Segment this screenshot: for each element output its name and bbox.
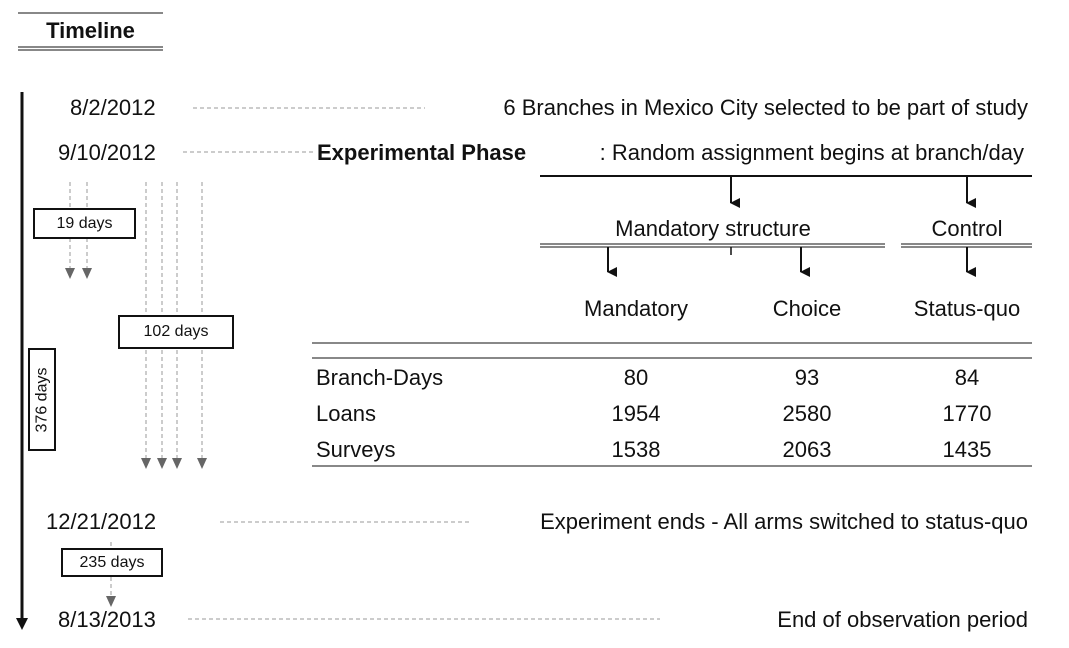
duration-235-days-label: 235 days [79, 553, 145, 571]
event-description-3: Experiment ends - All arms switched to s… [540, 509, 1028, 534]
timeline-axis-arrowhead [16, 618, 28, 630]
table-cell: 1435 [942, 437, 992, 462]
duration-235-days-box: 235 days [61, 548, 163, 577]
group-mandatory-structure: Mandatory structure [615, 216, 811, 241]
table-cell: 93 [794, 365, 820, 390]
arm-label-mandatory: Mandatory [584, 296, 688, 321]
table-row-label-loans: Loans [316, 401, 376, 426]
interval-102-days-arrowheads [141, 458, 207, 469]
arm-label-choice: Choice [772, 296, 842, 321]
table-cell: 1770 [942, 401, 992, 426]
table-row-label-branch-days: Branch-Days [316, 365, 444, 390]
event-date-2: 9/10/2012 [58, 140, 156, 165]
table-row-label-surveys: Surveys [316, 437, 396, 462]
table-cell: 1954 [611, 401, 661, 426]
table-cell: 2580 [782, 401, 832, 426]
table-cell: 2063 [782, 437, 832, 462]
arm-label-status-quo: Status-quo [913, 296, 1021, 321]
interval-102-days-arrows [145, 182, 203, 458]
event-description-1: 6 Branches in Mexico City selected to be… [503, 95, 1028, 120]
duration-102-days-box: 102 days [118, 315, 234, 349]
table-cell: 1538 [611, 437, 661, 462]
group-control: Control [931, 216, 1003, 241]
duration-102-days-label: 102 days [143, 323, 209, 340]
page-title: Timeline [46, 18, 135, 43]
duration-19-days-label: 19 days [56, 214, 113, 232]
event-date-1: 8/2/2012 [70, 95, 156, 120]
event-date-4: 8/13/2013 [58, 607, 156, 632]
table-cell: 80 [623, 365, 649, 390]
event-description-2: : Random assignment begins at branch/day [599, 140, 1024, 165]
duration-376-days-label: 376 days [33, 367, 50, 432]
interval-235-days-arrowhead [106, 596, 116, 607]
interval-19-days-arrowheads [65, 268, 92, 279]
experimental-phase-label: Experimental Phase [317, 140, 527, 165]
table-cell: 84 [954, 365, 980, 390]
duration-19-days-box: 19 days [33, 208, 136, 239]
duration-376-days-box: 376 days [28, 348, 56, 451]
event-date-3: 12/21/2012 [46, 509, 157, 534]
event-description-4: End of observation period [777, 607, 1028, 632]
